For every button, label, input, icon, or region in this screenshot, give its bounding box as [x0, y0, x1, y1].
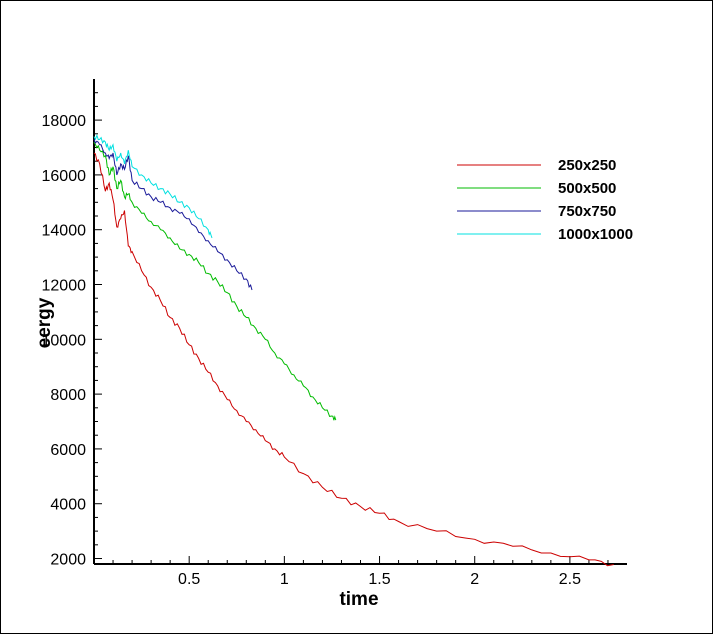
y-tick-label: 16000	[42, 168, 87, 185]
series-line-750x750	[93, 139, 253, 291]
y-tick-label: 8000	[50, 387, 86, 404]
legend-label-250x250: 250x250	[558, 157, 616, 174]
series-line-1000x1000	[93, 134, 213, 239]
x-axis-title: time	[339, 589, 378, 610]
ticks: 0.5 1 1.5 2 2.5 2000 4000 6000 8000 10000 12000 140…	[42, 92, 609, 588]
series-line-500x500	[93, 141, 337, 421]
y-tick-label: 4000	[50, 497, 86, 514]
x-tick-label: 1.5	[368, 571, 390, 588]
series-lines	[93, 134, 614, 567]
series-line-250x250	[93, 152, 614, 567]
legend-label-1000x1000: 1000x1000	[558, 226, 633, 243]
y-tick-label: 18000	[42, 113, 87, 130]
x-tick-label: 2.5	[559, 571, 581, 588]
legend-label-750x750: 750x750	[558, 203, 616, 220]
y-tick-label: 12000	[42, 278, 87, 295]
y-tick-label: 2000	[50, 552, 86, 569]
y-axis-title: eergy	[34, 297, 55, 348]
x-tick-label: 1	[280, 571, 289, 588]
y-tick-label: 6000	[50, 442, 86, 459]
x-tick-label: 2	[470, 571, 479, 588]
y-tick-label: 14000	[42, 223, 87, 240]
y-tick-label: 10000	[42, 332, 87, 349]
x-tick-label: 0.5	[178, 571, 200, 588]
legend: 250x250 500x500 750x750 1000x1000	[457, 157, 633, 243]
legend-label-500x500: 500x500	[558, 180, 616, 197]
